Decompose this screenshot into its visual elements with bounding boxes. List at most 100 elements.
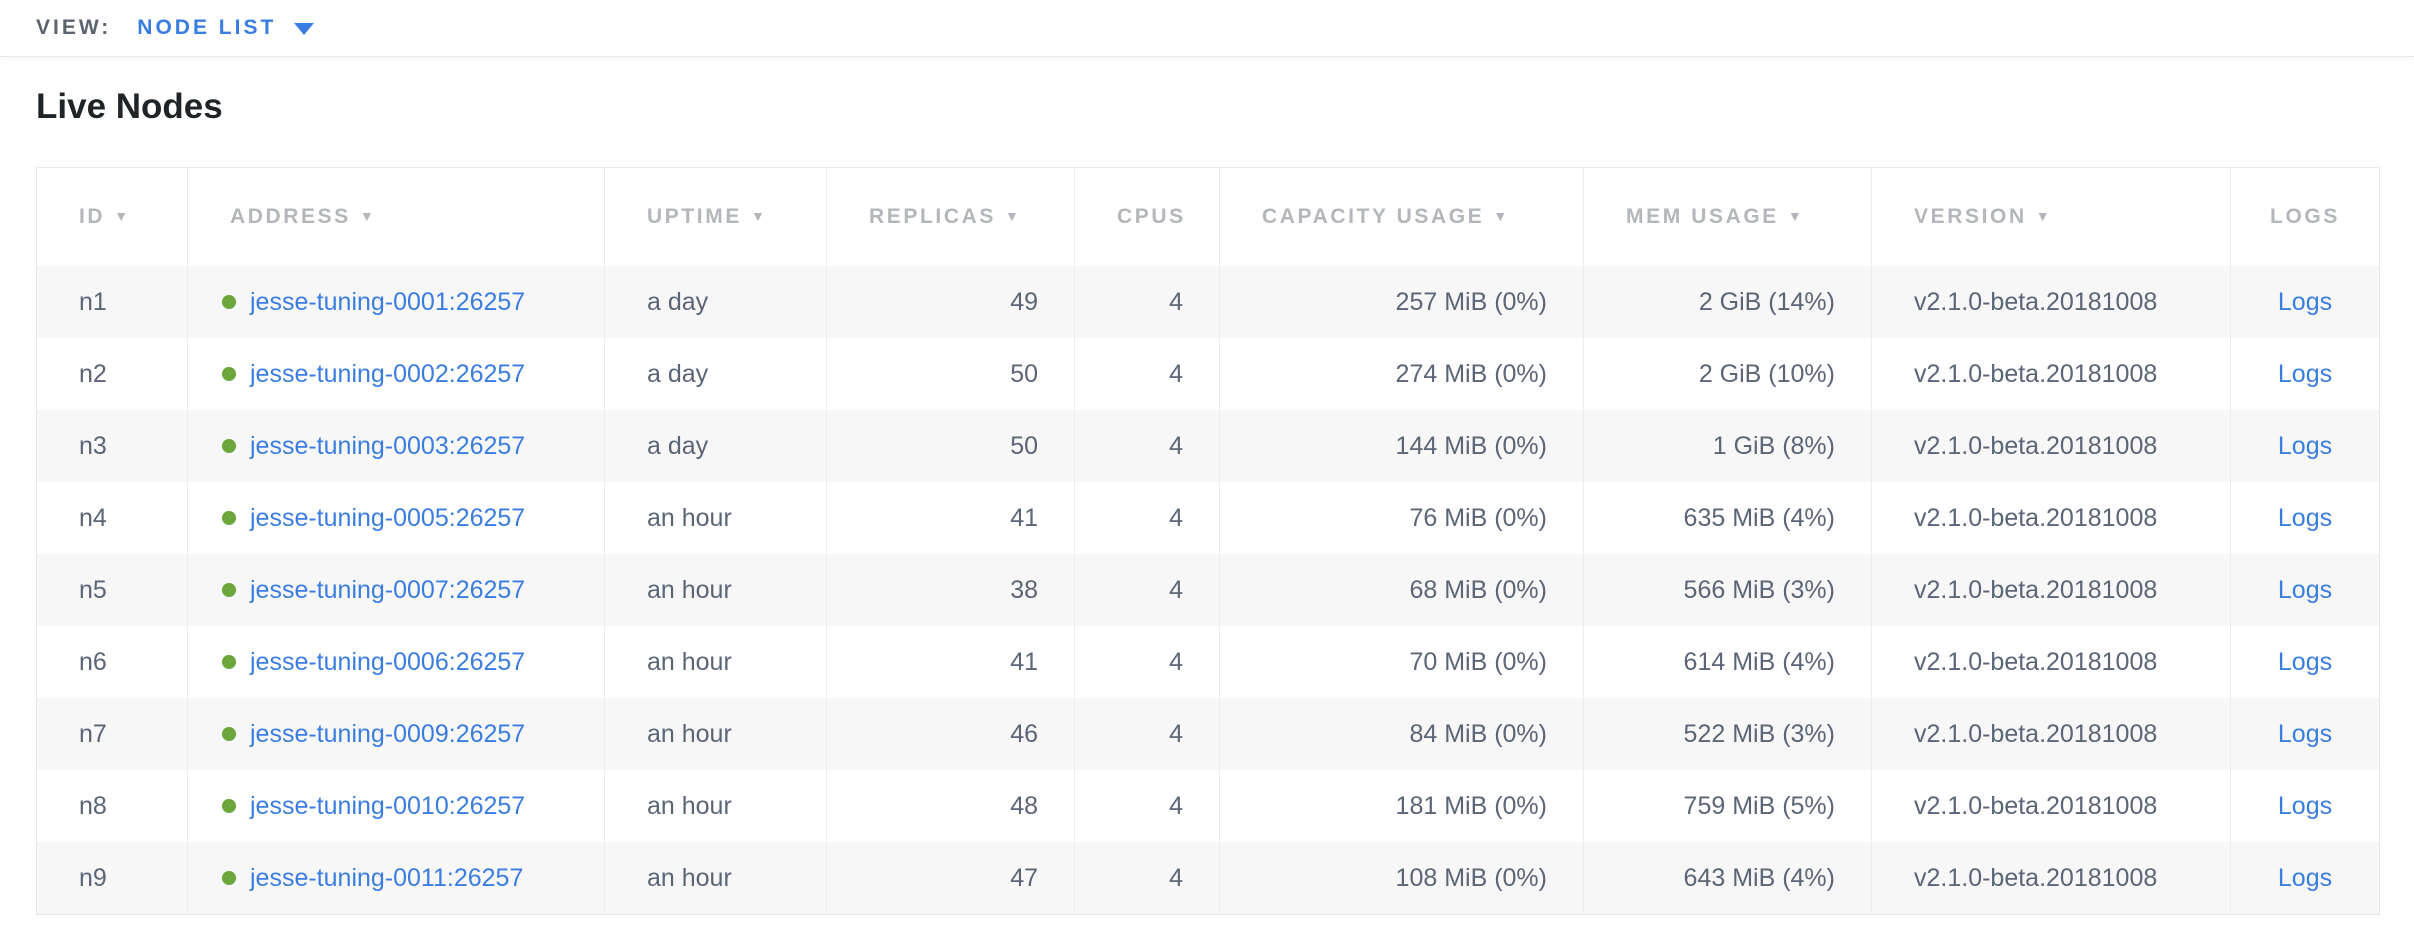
- sort-desc-icon: ▼: [1004, 208, 1022, 224]
- logs-cell: Logs: [2230, 410, 2379, 482]
- node-address-link[interactable]: jesse-tuning-0006:26257: [250, 647, 526, 676]
- node-row-n4: n4 jesse-tuning-0005:26257 an hour 41 4 76 Mi…: [37, 482, 2379, 554]
- address-cell: jesse-tuning-0005:26257: [187, 482, 604, 554]
- address-cell: jesse-tuning-0011:26257: [187, 842, 604, 914]
- node-address-link[interactable]: jesse-tuning-0011:26257: [250, 863, 524, 892]
- column-header-capacity[interactable]: CAPACITY USAGE ▼: [1219, 168, 1583, 266]
- node-live-status-dot: [222, 870, 236, 885]
- address-cell: jesse-tuning-0009:26257: [187, 698, 604, 770]
- capacity-cell: 76 MiB (0%): [1219, 482, 1583, 554]
- version-cell: v2.1.0-beta.20181008: [1871, 266, 2230, 338]
- node-live-status-dot: [222, 366, 236, 381]
- address-cell: jesse-tuning-0010:26257: [187, 770, 604, 842]
- version-cell: v2.1.0-beta.20181008: [1871, 338, 2230, 410]
- node-address-link[interactable]: jesse-tuning-0002:26257: [250, 359, 526, 388]
- sort-desc-icon: ▼: [114, 208, 131, 224]
- logs-cell: Logs: [2230, 626, 2379, 698]
- view-bar: VIEW: NODE LIST: [0, 0, 2414, 57]
- table-header-row: ID ▼ ADDRESS ▼ UPTIME ▼ REPLICAS ▼ CPUS CAPACITY …: [37, 168, 2379, 266]
- replicas-cell: 41: [826, 482, 1074, 554]
- dropdown-caret-icon: [294, 23, 315, 35]
- node-address-link[interactable]: jesse-tuning-0005:26257: [250, 503, 526, 532]
- replicas-cell: 48: [826, 770, 1074, 842]
- node-logs-link[interactable]: Logs: [2277, 647, 2333, 676]
- version-cell: v2.1.0-beta.20181008: [1871, 698, 2230, 770]
- capacity-cell: 84 MiB (0%): [1219, 698, 1583, 770]
- node-row-n5: n5 jesse-tuning-0007:26257 an hour 38 4 68 Mi…: [37, 554, 2379, 626]
- logs-cell: Logs: [2230, 266, 2379, 338]
- replicas-cell: 50: [826, 410, 1074, 482]
- capacity-cell: 144 MiB (0%): [1219, 410, 1583, 482]
- mem-cell: 522 MiB (3%): [1583, 698, 1871, 770]
- sort-desc-icon: ▼: [2035, 208, 2053, 224]
- mem-cell: 635 MiB (4%): [1583, 482, 1871, 554]
- mem-cell: 2 GiB (10%): [1583, 338, 1871, 410]
- view-selector-dropdown[interactable]: NODE LIST: [137, 16, 315, 40]
- node-address-link[interactable]: jesse-tuning-0010:26257: [250, 791, 526, 820]
- column-header-id[interactable]: ID ▼: [37, 168, 187, 266]
- column-header-version[interactable]: VERSION ▼: [1871, 168, 2230, 266]
- column-header-label: CAPACITY USAGE: [1262, 205, 1485, 228]
- node-live-status-dot: [222, 438, 236, 453]
- version-cell: v2.1.0-beta.20181008: [1871, 842, 2230, 914]
- cpus-cell: 4: [1074, 698, 1219, 770]
- capacity-cell: 68 MiB (0%): [1219, 554, 1583, 626]
- node-logs-link[interactable]: Logs: [2277, 431, 2333, 460]
- view-selector-value: NODE LIST: [137, 16, 277, 39]
- uptime-cell: a day: [604, 338, 826, 410]
- node-logs-link[interactable]: Logs: [2277, 359, 2333, 388]
- node-live-status-dot: [222, 726, 236, 741]
- node-row-n6: n6 jesse-tuning-0006:26257 an hour 41 4 70 Mi…: [37, 626, 2379, 698]
- column-header-replicas[interactable]: REPLICAS ▼: [826, 168, 1074, 266]
- id-cell: n4: [79, 503, 107, 532]
- table-header: ID ▼ ADDRESS ▼ UPTIME ▼ REPLICAS ▼ CPUS CAPACITY …: [37, 168, 2379, 266]
- node-live-status-dot: [222, 654, 236, 669]
- column-header-uptime[interactable]: UPTIME ▼: [604, 168, 826, 266]
- sort-desc-icon: ▼: [359, 208, 377, 224]
- mem-cell: 566 MiB (3%): [1583, 554, 1871, 626]
- uptime-cell: a day: [604, 266, 826, 338]
- uptime-cell: an hour: [604, 554, 826, 626]
- column-header-address[interactable]: ADDRESS ▼: [187, 168, 604, 266]
- node-address-link[interactable]: jesse-tuning-0009:26257: [250, 719, 526, 748]
- column-header-label: ADDRESS: [230, 205, 351, 228]
- id-cell: n6: [79, 647, 107, 676]
- version-cell: v2.1.0-beta.20181008: [1871, 482, 2230, 554]
- node-logs-link[interactable]: Logs: [2277, 503, 2333, 532]
- node-live-status-dot: [222, 510, 236, 525]
- capacity-cell: 257 MiB (0%): [1219, 266, 1583, 338]
- cpus-cell: 4: [1074, 554, 1219, 626]
- column-header-label: LOGS: [2270, 205, 2340, 228]
- node-address-link[interactable]: jesse-tuning-0007:26257: [250, 575, 526, 604]
- logs-cell: Logs: [2230, 770, 2379, 842]
- replicas-cell: 41: [826, 626, 1074, 698]
- live-nodes-table: ID ▼ ADDRESS ▼ UPTIME ▼ REPLICAS ▼ CPUS CAPACITY …: [36, 167, 2380, 915]
- id-cell: n3: [37, 410, 187, 482]
- logs-cell: Logs: [2230, 338, 2379, 410]
- mem-cell: 2 GiB (14%): [1583, 266, 1871, 338]
- node-logs-link[interactable]: Logs: [2277, 719, 2333, 748]
- mem-cell: 614 MiB (4%): [1583, 626, 1871, 698]
- logs-cell: Logs: [2230, 842, 2379, 914]
- node-logs-link[interactable]: Logs: [2277, 575, 2333, 604]
- logs-cell: Logs: [2230, 554, 2379, 626]
- node-logs-link[interactable]: Logs: [2277, 863, 2333, 892]
- id-cell: n1: [37, 266, 187, 338]
- uptime-cell: an hour: [604, 698, 826, 770]
- cpus-cell: 4: [1074, 482, 1219, 554]
- node-live-status-dot: [222, 582, 236, 597]
- column-header-mem[interactable]: MEM USAGE ▼: [1583, 168, 1871, 266]
- id-cell: n7: [37, 698, 187, 770]
- node-live-status-dot: [222, 798, 236, 813]
- address-cell: jesse-tuning-0006:26257: [187, 626, 604, 698]
- node-address-link[interactable]: jesse-tuning-0001:26257: [250, 287, 526, 316]
- main-content: Live Nodes ID ▼ ADDRESS ▼ UPTIME ▼ REPLICAS ▼ CP…: [0, 87, 2414, 915]
- replicas-cell: 50: [826, 338, 1074, 410]
- column-header-label: UPTIME: [647, 205, 742, 228]
- node-row-n2: n2 jesse-tuning-0002:26257 a day 50 4 274 MiB…: [37, 338, 2379, 410]
- node-address-link[interactable]: jesse-tuning-0003:26257: [250, 431, 526, 460]
- node-logs-link[interactable]: Logs: [2277, 287, 2333, 316]
- node-logs-link[interactable]: Logs: [2277, 791, 2333, 820]
- cpus-cell: 4: [1074, 770, 1219, 842]
- id-cell: n8: [79, 791, 107, 820]
